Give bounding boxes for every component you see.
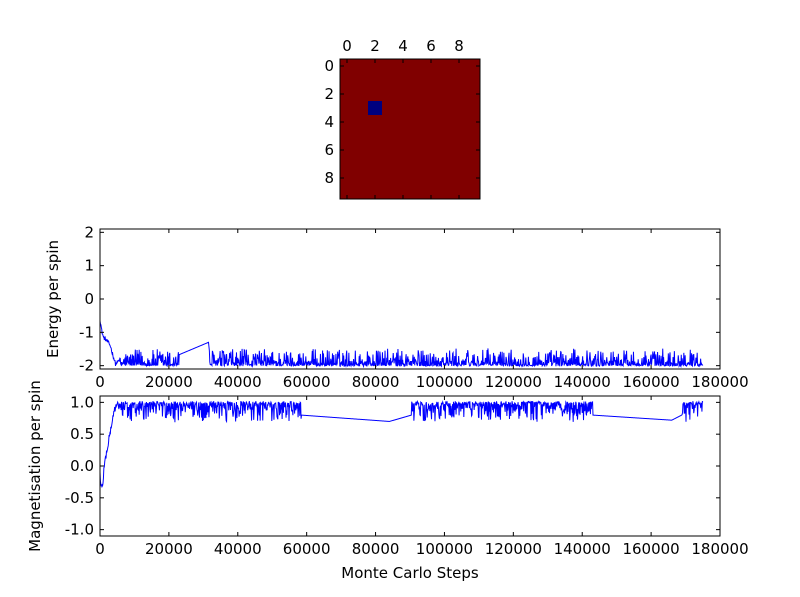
x-tick-label: 100000 xyxy=(416,540,473,558)
x-tick-label: 60000 xyxy=(283,540,331,558)
heatmap-background xyxy=(340,59,480,199)
y-tick-label: 0.5 xyxy=(70,425,94,443)
energy-line-chart: 0 20000 40000 60000 80000 100000 120000 140000 1… xyxy=(44,223,749,391)
heatmap-xtick-label: 0 xyxy=(342,37,352,55)
heatmap-frame xyxy=(339,58,481,200)
y-axis-label: Energy per spin xyxy=(44,240,62,358)
y-axis-label: Magnetisation per spin xyxy=(26,380,44,552)
magnetisation-line-chart: 0 20000 40000 60000 80000 100000 120000 140000 1… xyxy=(26,380,749,582)
heatmap-ytick-label: 6 xyxy=(324,141,334,159)
x-tick-label: 80000 xyxy=(352,373,400,391)
x-axis-label: Monte Carlo Steps xyxy=(341,564,479,582)
x-tick-label: 20000 xyxy=(145,540,193,558)
heatmap-xtick-label: 2 xyxy=(370,37,380,55)
heatmap-ytick-label: 8 xyxy=(324,169,334,187)
y-tick-label: -1.0 xyxy=(65,521,94,539)
x-tick-label: 100000 xyxy=(416,373,473,391)
heatmap-xtick-label: 4 xyxy=(398,37,408,55)
x-tick-label: 80000 xyxy=(352,540,400,558)
series-line xyxy=(99,320,704,369)
x-tick-label: 120000 xyxy=(485,540,542,558)
plot-area xyxy=(100,229,720,369)
y-tick-label: 1 xyxy=(84,257,94,275)
x-tick-label: 40000 xyxy=(214,373,262,391)
heatmap-xtick-label: 8 xyxy=(454,37,464,55)
heatmap-cell-flipped xyxy=(368,101,382,115)
series-line xyxy=(99,400,704,489)
x-tick-label: 160000 xyxy=(622,540,679,558)
x-tick-label: 40000 xyxy=(214,540,262,558)
x-tick-label: 20000 xyxy=(145,373,193,391)
heatmap-ytick-label: 2 xyxy=(324,85,334,103)
x-tick-label: 0 xyxy=(95,540,105,558)
heatmap-xtick-label: 6 xyxy=(426,37,436,55)
x-tick-label: 140000 xyxy=(554,373,611,391)
y-tick-label: 0 xyxy=(84,290,94,308)
y-tick-label: -0.5 xyxy=(65,489,94,507)
x-tick-label: 180000 xyxy=(691,373,748,391)
heatmap-ytick-label: 0 xyxy=(324,57,334,75)
y-tick-label: 0.0 xyxy=(70,457,94,475)
y-tick-label: 2 xyxy=(84,223,94,241)
y-tick-label: 1.0 xyxy=(70,393,94,411)
x-tick-label: 180000 xyxy=(691,540,748,558)
x-tick-label: 140000 xyxy=(554,540,611,558)
heatmap-ytick-label: 4 xyxy=(324,113,334,131)
x-tick-label: 120000 xyxy=(485,373,542,391)
x-tick-label: 160000 xyxy=(622,373,679,391)
y-tick-label: -1 xyxy=(79,323,94,341)
x-tick-label: 60000 xyxy=(283,373,331,391)
x-tick-label: 0 xyxy=(95,373,105,391)
y-tick-label: -2 xyxy=(79,357,94,375)
